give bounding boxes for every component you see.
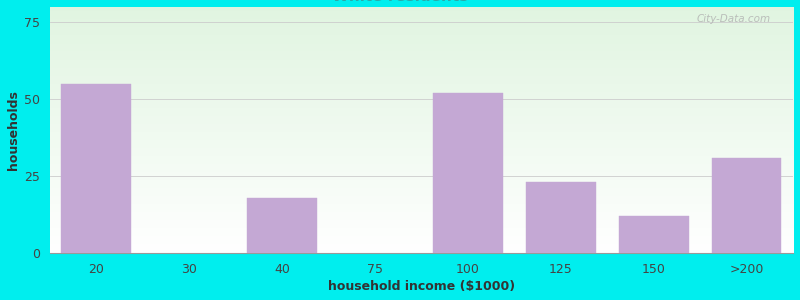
Bar — [247, 198, 317, 253]
Bar — [619, 216, 689, 253]
Bar — [433, 93, 502, 253]
X-axis label: household income ($1000): household income ($1000) — [328, 280, 515, 293]
Bar — [526, 182, 596, 253]
Text: City-Data.com: City-Data.com — [697, 14, 770, 24]
Text: White residents: White residents — [332, 0, 468, 4]
Y-axis label: households: households — [7, 90, 20, 170]
Bar — [712, 158, 782, 253]
Bar — [62, 84, 131, 253]
